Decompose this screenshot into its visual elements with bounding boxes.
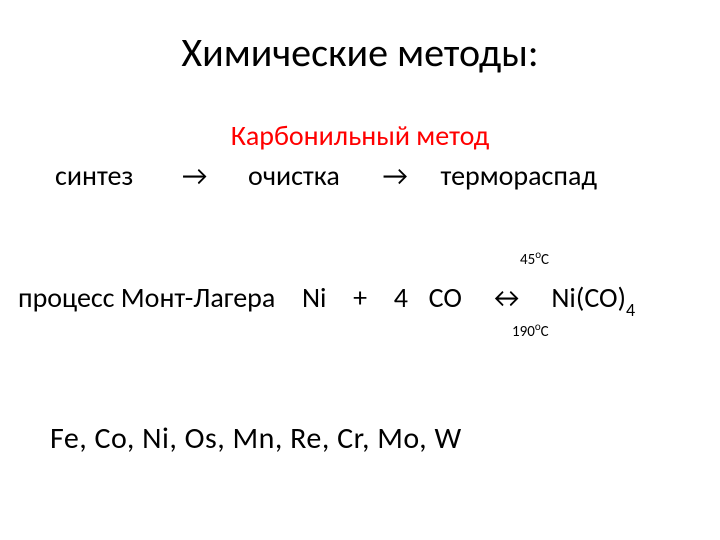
temperature-forward: 45oC xyxy=(520,248,549,269)
temp-value: 190 xyxy=(512,323,535,341)
equation-line: процесс Монт-Лагера Ni + 4 CO ↔ Ni(CO)4 xyxy=(0,280,720,319)
process-flow: синтез → очистка → термораспад xyxy=(0,158,720,193)
elements-list: Fe, Co, Ni, Os, Mn, Re, Cr, Mo, W xyxy=(0,420,720,457)
equation-area: 45oC процесс Монт-Лагера Ni + 4 CO ↔ Ni(… xyxy=(0,280,720,319)
plus-icon: + xyxy=(353,280,367,315)
product-subscript: 4 xyxy=(626,299,635,321)
process-name: процесс Монт-Лагера xyxy=(18,280,275,315)
method-subtitle: Карбонильный метод xyxy=(0,118,720,153)
temp-unit: C xyxy=(541,251,549,269)
equilibrium-arrow-icon: ↔ xyxy=(489,280,525,315)
coefficient: 4 xyxy=(394,280,408,315)
flow-step-2: очистка xyxy=(248,158,340,193)
flow-step-3: термораспад xyxy=(440,158,597,193)
product: Ni(CO) xyxy=(551,280,626,315)
temp-value: 45 xyxy=(520,251,535,269)
arrow-right-icon: → xyxy=(182,158,207,193)
reactant-1: Ni xyxy=(302,280,327,315)
arrow-right-icon: → xyxy=(382,158,407,193)
slide-title: Химические методы: xyxy=(0,28,720,77)
reactant-2: CO xyxy=(429,280,462,315)
slide: Химические методы: Карбонильный метод си… xyxy=(0,0,720,540)
temperature-reverse: 190oC xyxy=(512,320,549,341)
flow-step-1: синтез xyxy=(55,158,133,193)
temp-unit: C xyxy=(541,323,549,341)
